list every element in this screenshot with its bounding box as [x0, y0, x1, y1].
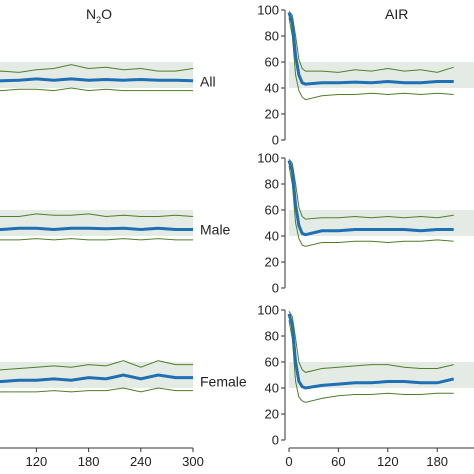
row-label-male: Male — [200, 222, 231, 238]
n2o-male-upper-line — [0, 213, 194, 218]
n2o-male-mean-line — [0, 226, 193, 232]
plots-group: All020406080100Male020406080100Female020… — [0, 3, 474, 469]
air-all-y-tick-label: 0 — [272, 133, 279, 148]
air-all-y-tick-label: 60 — [265, 55, 279, 70]
air-all-y-tick-label: 40 — [265, 81, 279, 96]
n2o-x-tick-label: 300 — [182, 454, 204, 469]
air-female-y-tick-label: 40 — [265, 381, 279, 396]
n2o-x-tick-label: 120 — [26, 454, 48, 469]
air-all-y-tick-label: 20 — [265, 107, 279, 122]
air-male-mean-line — [287, 160, 454, 237]
air-male-y-tick-label: 100 — [257, 151, 279, 166]
n2o-x-tick-label: 240 — [130, 454, 152, 469]
air-female-y-tick-label: 60 — [265, 355, 279, 370]
air-female-reference-band — [289, 362, 474, 388]
n2o-all-upper-line — [0, 64, 194, 73]
n2o-female-upper-line — [0, 360, 193, 371]
n2o-all-mean-line — [0, 77, 194, 83]
air-female-y-tick-label: 0 — [272, 433, 279, 448]
n2o-x-tick-label: 180 — [78, 454, 100, 469]
air-female-lower-line — [288, 320, 454, 403]
air-x-tick-label: 180 — [426, 454, 448, 469]
air-male-y-tick-label: 80 — [265, 177, 279, 192]
n2o-column-title: N2O — [86, 6, 112, 25]
air-all-upper-line — [288, 10, 454, 73]
air-all-y-tick-label: 100 — [257, 3, 279, 18]
air-male-y-tick-label: 0 — [272, 281, 279, 296]
air-all-y-tick-label: 80 — [265, 29, 279, 44]
air-female-mean-line — [287, 313, 455, 390]
row-label-all: All — [200, 74, 216, 90]
air-male-y-tick-label: 20 — [265, 255, 279, 270]
air-male-y-tick-label: 60 — [265, 203, 279, 218]
air-male-y-tick-label: 40 — [265, 229, 279, 244]
air-all-mean-line — [287, 12, 454, 86]
row-label-female: Female — [200, 374, 247, 390]
n2o-male-reference-band — [0, 210, 193, 236]
air-x-tick-label: 120 — [377, 454, 399, 469]
n2o-all-lower-line — [0, 87, 193, 92]
air-column-title: AIR — [385, 6, 408, 22]
air-male-upper-line — [288, 158, 454, 220]
n2o-female-mean-line — [0, 373, 193, 383]
air-female-y-tick-label: 80 — [265, 329, 279, 344]
n2o-title-subscript: 2 — [96, 15, 101, 25]
air-male-lower-line — [288, 165, 454, 247]
air-x-tick-label: 60 — [331, 454, 345, 469]
air-female-y-tick-label: 20 — [265, 407, 279, 422]
n2o-title-main: N — [86, 6, 96, 22]
n2o-female-lower-line — [0, 387, 193, 393]
air-female-upper-line — [288, 311, 454, 373]
air-x-tick-label: 0 — [285, 454, 292, 469]
n2o-all-reference-band — [0, 62, 193, 88]
n2o-male-lower-line — [0, 238, 193, 241]
air-female-y-tick-label: 100 — [257, 303, 279, 318]
n2o-title-tail: O — [101, 6, 112, 22]
air-all-lower-line — [288, 17, 454, 101]
